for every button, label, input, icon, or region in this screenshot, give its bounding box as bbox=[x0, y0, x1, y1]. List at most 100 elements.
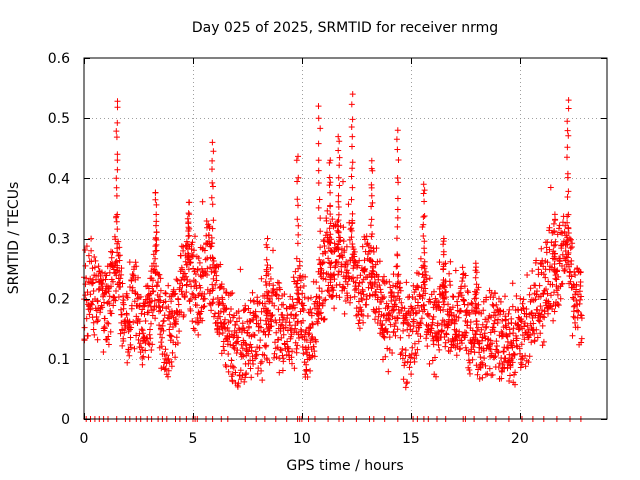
data-point bbox=[145, 285, 152, 292]
data-point bbox=[394, 235, 400, 242]
data-point bbox=[518, 361, 525, 368]
data-point bbox=[426, 360, 433, 367]
data-point bbox=[187, 307, 194, 314]
data-point bbox=[394, 315, 401, 322]
data-point bbox=[427, 298, 434, 305]
data-point bbox=[261, 328, 268, 335]
data-point bbox=[326, 159, 333, 166]
data-point bbox=[548, 239, 555, 246]
data-point bbox=[458, 308, 464, 314]
data-point bbox=[564, 219, 571, 226]
data-point bbox=[431, 288, 437, 295]
data-point bbox=[389, 289, 395, 296]
data-point bbox=[325, 288, 332, 295]
data-point bbox=[237, 367, 244, 374]
data-point bbox=[386, 278, 393, 285]
axis-ticks bbox=[84, 58, 607, 420]
data-point bbox=[390, 328, 397, 335]
data-point bbox=[576, 288, 583, 295]
data-point bbox=[420, 301, 427, 308]
data-point bbox=[367, 292, 373, 299]
data-point bbox=[289, 360, 295, 367]
data-point bbox=[326, 174, 333, 181]
data-point bbox=[416, 324, 423, 331]
data-point bbox=[303, 337, 310, 344]
data-point bbox=[157, 331, 164, 338]
data-point bbox=[358, 311, 365, 318]
data-point bbox=[209, 166, 215, 173]
data-point bbox=[295, 291, 302, 298]
data-point bbox=[377, 317, 384, 324]
data-point bbox=[216, 300, 223, 307]
data-point bbox=[224, 324, 231, 331]
data-point bbox=[235, 334, 242, 341]
data-point bbox=[394, 146, 401, 153]
data-point bbox=[473, 328, 480, 335]
data-point bbox=[545, 310, 551, 317]
data-point bbox=[160, 318, 167, 325]
data-point bbox=[511, 351, 518, 358]
data-point bbox=[355, 283, 362, 290]
data-point bbox=[541, 287, 548, 294]
data-point bbox=[454, 340, 461, 347]
data-point bbox=[572, 272, 579, 278]
data-point bbox=[297, 272, 304, 279]
data-point bbox=[384, 345, 391, 352]
data-point bbox=[565, 132, 572, 139]
data-point bbox=[459, 340, 465, 347]
data-point bbox=[363, 301, 370, 308]
data-point bbox=[227, 341, 234, 348]
data-point bbox=[90, 279, 97, 286]
data-point bbox=[241, 378, 248, 385]
data-point bbox=[148, 347, 155, 353]
data-point bbox=[449, 304, 456, 311]
data-point bbox=[165, 282, 172, 289]
data-point bbox=[470, 344, 477, 351]
data-point bbox=[420, 190, 427, 197]
data-point bbox=[506, 330, 513, 337]
data-point bbox=[498, 328, 505, 335]
data-point bbox=[395, 157, 402, 163]
data-point bbox=[197, 284, 204, 291]
data-point bbox=[537, 330, 544, 337]
data-point bbox=[362, 265, 369, 272]
data-point bbox=[315, 315, 322, 322]
data-point bbox=[355, 298, 362, 305]
data-point bbox=[93, 313, 100, 320]
data-point bbox=[555, 302, 562, 309]
data-point bbox=[300, 307, 307, 314]
data-point bbox=[135, 274, 141, 281]
data-point bbox=[504, 365, 511, 372]
data-point bbox=[525, 359, 532, 366]
data-point bbox=[481, 355, 488, 362]
data-point bbox=[493, 338, 500, 345]
data-point bbox=[343, 243, 350, 250]
data-point bbox=[201, 303, 208, 310]
data-point bbox=[335, 241, 342, 248]
data-point bbox=[421, 271, 428, 278]
data-point bbox=[505, 320, 512, 327]
data-point bbox=[316, 310, 323, 317]
data-point bbox=[325, 255, 332, 262]
data-point bbox=[336, 138, 343, 145]
data-point bbox=[262, 278, 269, 285]
data-point bbox=[184, 215, 191, 222]
data-point bbox=[209, 299, 216, 306]
data-point bbox=[409, 305, 416, 312]
data-point bbox=[280, 331, 287, 338]
data-point bbox=[315, 306, 322, 312]
data-point bbox=[430, 341, 437, 348]
data-point bbox=[526, 291, 533, 298]
data-point bbox=[135, 336, 142, 343]
data-point bbox=[349, 184, 356, 191]
data-point bbox=[369, 267, 376, 274]
data-point bbox=[115, 294, 122, 300]
data-point bbox=[178, 309, 185, 316]
data-point bbox=[347, 299, 353, 306]
data-point bbox=[140, 330, 147, 337]
data-point bbox=[506, 306, 513, 313]
data-point bbox=[178, 288, 185, 295]
data-point bbox=[292, 312, 299, 319]
data-point bbox=[192, 233, 198, 240]
data-point bbox=[433, 373, 439, 380]
